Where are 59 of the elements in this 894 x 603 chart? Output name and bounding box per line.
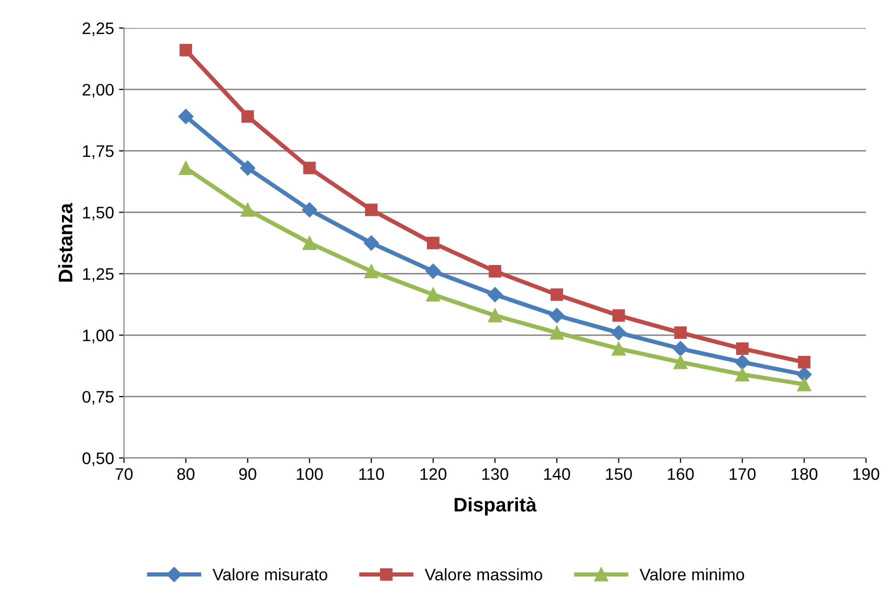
y-tick-label: 1,75 bbox=[83, 145, 114, 160]
point bbox=[488, 265, 502, 278]
y-tick-label: 0,75 bbox=[82, 390, 114, 405]
x-tick-label: 170 bbox=[730, 468, 756, 480]
x-tick-label: 190 bbox=[853, 468, 880, 480]
point bbox=[302, 202, 318, 218]
point bbox=[178, 108, 194, 124]
x-tick-label: 150 bbox=[606, 468, 632, 480]
point bbox=[487, 287, 503, 302]
point bbox=[734, 354, 750, 370]
legend-label: Valore misurato bbox=[212, 568, 328, 580]
point bbox=[178, 161, 193, 175]
point bbox=[364, 264, 378, 278]
point bbox=[736, 342, 749, 355]
point bbox=[240, 202, 255, 217]
point bbox=[674, 355, 688, 370]
point bbox=[426, 236, 440, 250]
point bbox=[364, 235, 379, 251]
point bbox=[488, 308, 502, 322]
x-tick-label: 100 bbox=[296, 468, 323, 480]
x-tick-label: 140 bbox=[544, 468, 570, 480]
x-tick-label: 120 bbox=[420, 468, 446, 480]
x-tick-label: 160 bbox=[668, 468, 694, 480]
x-tick-label: 90 bbox=[239, 468, 256, 480]
x-tick-label: 130 bbox=[482, 468, 508, 480]
point bbox=[797, 377, 812, 392]
point bbox=[612, 342, 626, 356]
x-axis-title: Disparità bbox=[454, 497, 537, 516]
point bbox=[674, 326, 687, 339]
point bbox=[303, 162, 316, 174]
point bbox=[796, 366, 812, 382]
y-tick-label: 2,25 bbox=[82, 22, 114, 36]
point bbox=[549, 308, 564, 324]
y-tick-label: 1,50 bbox=[83, 206, 114, 220]
point bbox=[672, 341, 688, 356]
point bbox=[612, 309, 625, 322]
y-axis-title: Distanza bbox=[58, 202, 72, 282]
point bbox=[550, 326, 564, 340]
point bbox=[426, 288, 440, 302]
y-tick-label: 2,00 bbox=[82, 84, 114, 98]
point bbox=[426, 264, 441, 279]
point bbox=[302, 236, 316, 250]
point bbox=[611, 325, 626, 340]
point bbox=[798, 356, 810, 368]
y-tick-label: 1,25 bbox=[83, 268, 114, 282]
y-tick-label: 0,50 bbox=[82, 452, 114, 466]
y-tick-label: 1,00 bbox=[83, 330, 114, 344]
x-tick-label: 80 bbox=[177, 468, 194, 480]
x-tick-label: 110 bbox=[359, 468, 384, 480]
x-tick-label: 180 bbox=[792, 468, 818, 480]
point bbox=[241, 110, 254, 123]
x-tick-label: 70 bbox=[116, 468, 133, 480]
point bbox=[735, 368, 750, 382]
legend-label: Valore minimo bbox=[640, 568, 744, 580]
point bbox=[365, 204, 378, 216]
point bbox=[240, 160, 256, 176]
point bbox=[180, 44, 192, 56]
legend-label: Valore massimo bbox=[424, 568, 542, 580]
point bbox=[550, 288, 564, 301]
